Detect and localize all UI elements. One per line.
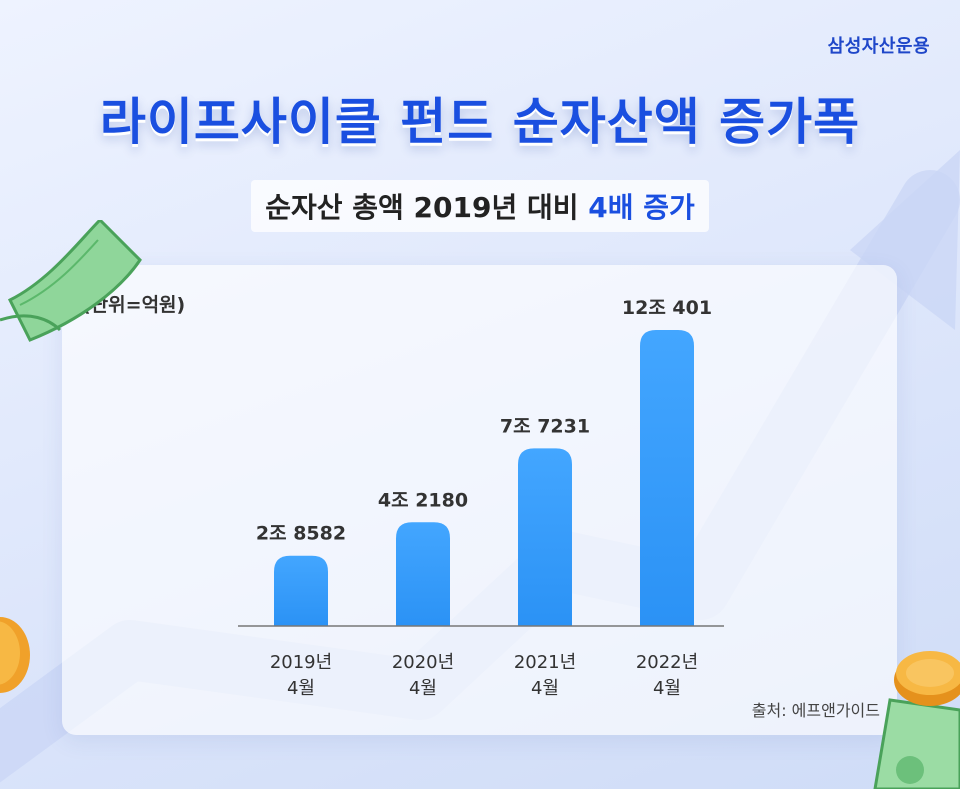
data-label-3: 7조 7231 <box>500 415 590 437</box>
subtitle-container: 순자산 총액 2019년 대비 4배 증가 <box>0 180 960 232</box>
money-bill-icon <box>0 220 142 342</box>
x-tick-label-1-line-1: 2019년 <box>270 652 332 673</box>
x-tick-label-1-line-2: 4월 <box>287 678 315 699</box>
bar-2 <box>396 522 450 626</box>
coin-and-bill-icon <box>873 651 960 789</box>
x-tick-label-2-line-1: 2020년 <box>392 652 454 673</box>
bar-4 <box>640 330 694 626</box>
data-label-4: 12조 401 <box>622 297 712 319</box>
x-tick-label-3-line-2: 4월 <box>531 678 559 699</box>
subtitle: 순자산 총액 2019년 대비 4배 증가 <box>251 180 709 232</box>
brand-logo-text: 삼성자산운용 <box>827 36 930 57</box>
data-label-2: 4조 2180 <box>378 489 468 511</box>
page-title: 라이프사이클 펀드 순자산액 증가폭 <box>99 93 861 151</box>
chart-panel <box>62 265 897 735</box>
subtitle-text: 순자산 총액 2019년 대비 <box>265 191 589 224</box>
source-note: 출처: 에프앤가이드 <box>751 701 880 720</box>
x-tick-label-3-line-1: 2021년 <box>514 652 576 673</box>
subtitle-highlight: 4배 증가 <box>588 191 695 224</box>
unit-label: (단위=억원) <box>82 294 186 316</box>
x-tick-label-4-line-1: 2022년 <box>636 652 698 673</box>
coin-icon <box>0 617 30 693</box>
data-label-1: 2조 8582 <box>256 523 346 545</box>
x-tick-label-4-line-2: 4월 <box>653 678 681 699</box>
bar-1 <box>274 555 328 626</box>
bar-3 <box>518 448 572 626</box>
x-tick-label-2-line-2: 4월 <box>409 678 437 699</box>
